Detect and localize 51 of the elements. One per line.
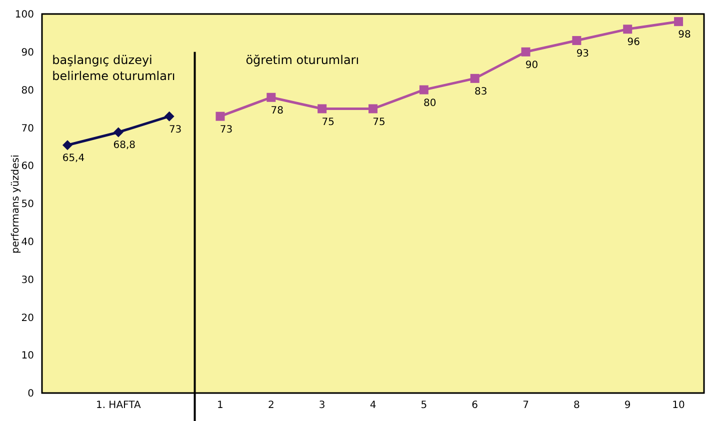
y-tick-label: 90 xyxy=(21,47,34,58)
point xyxy=(266,92,276,102)
annotation: öğretim oturumları xyxy=(246,52,360,68)
y-tick-label: 50 xyxy=(21,199,34,210)
point xyxy=(674,17,684,26)
x-tick-label: 5 xyxy=(420,400,428,412)
data-label: 96 xyxy=(627,37,640,48)
data-label: 78 xyxy=(270,105,284,116)
x-tick-label: 8 xyxy=(574,400,580,412)
point xyxy=(368,104,378,114)
point xyxy=(623,24,632,34)
data-label: 75 xyxy=(322,116,334,128)
point xyxy=(164,111,174,122)
x-tick-label: 3 xyxy=(318,400,326,412)
y-tick-label: 0 xyxy=(28,388,34,400)
data-label: 75 xyxy=(372,116,386,128)
x-tick-label: 9 xyxy=(624,400,631,412)
data-label: 65,4 xyxy=(62,153,85,164)
x-tick-label: 4 xyxy=(370,400,376,412)
annotation: başlangıç düzeyi belirleme oturumları xyxy=(52,52,176,84)
data-label: 98 xyxy=(678,30,691,41)
point xyxy=(572,36,582,46)
point xyxy=(113,127,124,138)
y-tick-label: 20 xyxy=(21,312,34,324)
y-tick-label: 30 xyxy=(21,274,34,286)
y-tick-label: 70 xyxy=(21,123,34,134)
y-tick-label: 40 xyxy=(21,236,34,248)
data-label: 73 xyxy=(168,124,182,136)
x-tick-label: 7 xyxy=(522,400,529,412)
point xyxy=(470,74,480,83)
data-label: 93 xyxy=(576,48,590,60)
data-label: 68,8 xyxy=(113,140,136,152)
data-label: 80 xyxy=(424,98,436,109)
y-tick-label: 10 xyxy=(21,350,34,362)
data-label: 90 xyxy=(525,60,538,71)
y-tick-label: 80 xyxy=(21,85,34,96)
data-label: 73 xyxy=(220,124,233,136)
point xyxy=(62,140,72,150)
x-tick-label: 6 xyxy=(472,400,478,412)
x-tick-label: 10 xyxy=(672,400,685,412)
point xyxy=(318,104,327,114)
y-axis-title: performans yüzdesi xyxy=(10,154,22,254)
y-tick-label: 100 xyxy=(14,10,34,21)
x-tick-label: 1 xyxy=(217,400,224,412)
point xyxy=(216,112,225,121)
point xyxy=(521,47,530,56)
point xyxy=(419,85,428,94)
x-tick-label: 1. HAFTA xyxy=(96,400,141,412)
x-tick-label: 2 xyxy=(268,400,274,412)
data-label: 83 xyxy=(474,86,488,98)
y-tick-label: 60 xyxy=(21,161,34,172)
